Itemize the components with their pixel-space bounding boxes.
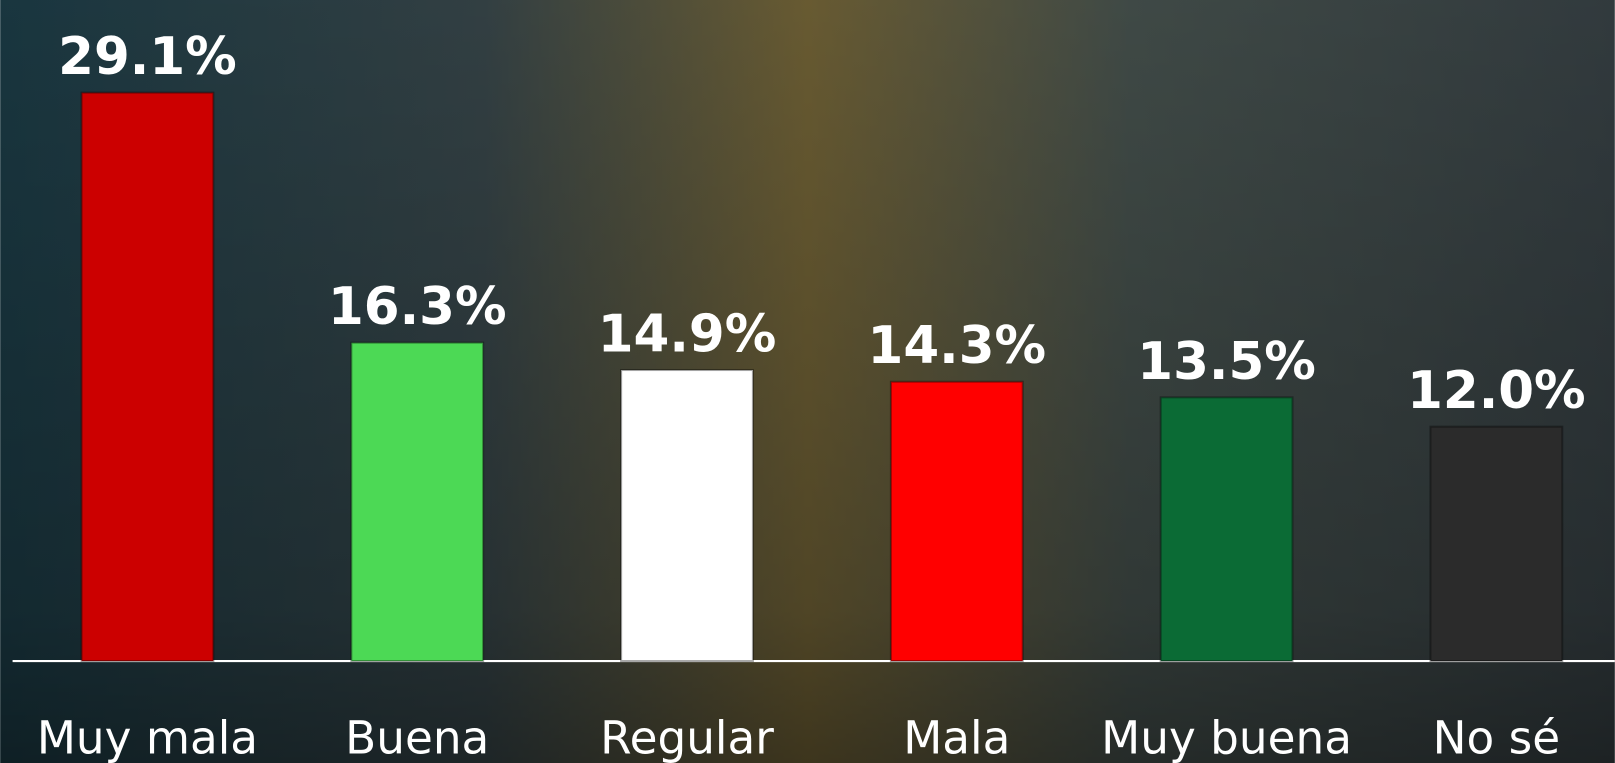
page: {"chart_data": {"type": "bar", "categori… (0, 0, 1615, 763)
value-label: 14.9% (598, 304, 777, 364)
background-shade (0, 0, 1615, 763)
value-label: 16.3% (328, 277, 507, 337)
bar (82, 93, 214, 661)
chart: 29.1% Muy mala 16.3% Buena 14.9% Regular 14.3%… (0, 0, 1615, 763)
bar (1430, 427, 1562, 661)
value-label: 29.1% (58, 27, 237, 87)
category-label: Muy mala (37, 712, 258, 763)
category-label: Mala (903, 712, 1010, 763)
bar (621, 370, 753, 661)
category-label: Regular (600, 712, 774, 763)
value-label: 13.5% (1137, 332, 1316, 392)
category-label: Muy buena (1101, 712, 1352, 763)
category-label: No sé (1433, 712, 1560, 763)
value-label: 12.0% (1407, 361, 1586, 421)
bar (891, 382, 1023, 661)
value-label: 14.3% (868, 316, 1047, 376)
category-label: Buena (345, 712, 489, 763)
bar (351, 343, 483, 661)
bar (1161, 397, 1293, 661)
